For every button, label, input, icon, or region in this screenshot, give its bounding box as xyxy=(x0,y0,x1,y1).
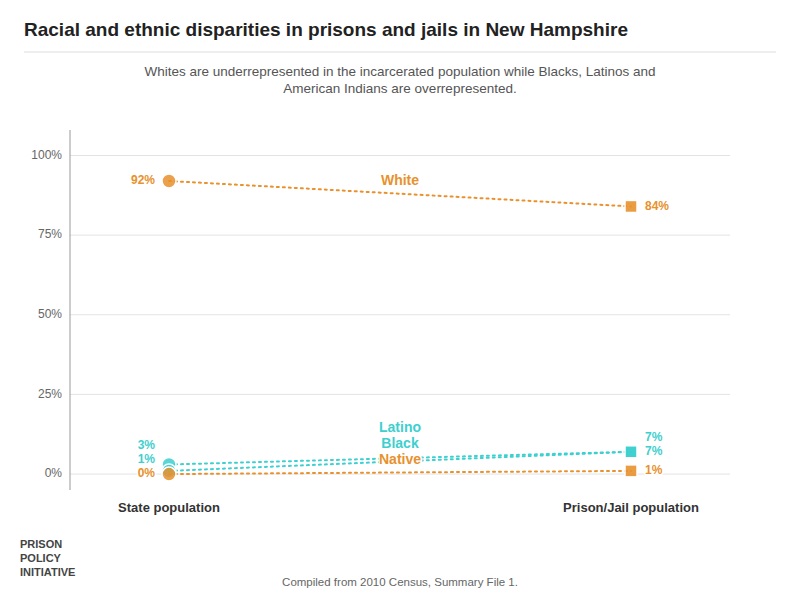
chart-svg: Racial and ethnic disparities in prisons… xyxy=(0,0,800,600)
y-tick-label: 75% xyxy=(38,227,62,241)
grid-line xyxy=(70,314,730,315)
data-label: 3% xyxy=(138,438,156,452)
marker-square xyxy=(625,200,637,212)
data-label: 0% xyxy=(138,466,156,480)
grid-line xyxy=(70,235,730,236)
data-label: 92% xyxy=(131,173,155,187)
grid xyxy=(70,155,730,474)
series-name: Native xyxy=(379,451,421,467)
footer: Compiled from 2010 Census, Summary File … xyxy=(282,576,518,588)
marker-circle xyxy=(162,174,176,188)
y-ticks: 0% 25% 50% 75% 100% xyxy=(31,148,62,481)
title: Racial and ethnic disparities in prisons… xyxy=(24,19,628,40)
marker-square xyxy=(625,446,637,458)
series-name: White xyxy=(381,172,419,188)
data-label: 1% xyxy=(645,463,663,477)
marker-square xyxy=(625,446,637,458)
x-tick-label: State population xyxy=(118,500,220,515)
logo-text: PRISON POLICY INITIATIVE xyxy=(20,538,75,578)
x-tick-label: Prison/Jail population xyxy=(563,500,699,515)
marker-square xyxy=(625,465,637,477)
labels: 0%1%3%92%1%7%7%84%NativeBlackLatinoWhite xyxy=(131,172,669,480)
y-tick-label: 25% xyxy=(38,387,62,401)
data-label: 1% xyxy=(138,452,156,466)
grid-line xyxy=(70,394,730,395)
text-line: POLICY xyxy=(20,552,62,564)
data-label: 7% xyxy=(645,430,663,444)
y-axis-line xyxy=(70,130,71,490)
series-name: Latino xyxy=(379,419,421,435)
chart-container: Racial and ethnic disparities in prisons… xyxy=(0,0,800,600)
text-line: INITIATIVE xyxy=(20,566,75,578)
data-label: 84% xyxy=(645,199,669,213)
y-tick-label: 50% xyxy=(38,307,62,321)
y-tick-label: 100% xyxy=(31,148,62,162)
title-rule xyxy=(24,52,776,53)
marks xyxy=(162,174,637,481)
data-label: 7% xyxy=(645,444,663,458)
series-line xyxy=(169,452,631,471)
series-line xyxy=(169,471,631,474)
grid-line xyxy=(70,155,730,156)
text-line: American Indians are overrepresented. xyxy=(283,81,516,96)
y-tick-label: 0% xyxy=(45,466,63,480)
marker-circle xyxy=(162,467,176,481)
text-line: PRISON xyxy=(20,538,62,550)
series-name: Black xyxy=(381,435,419,451)
subtitle: Whites are underrepresented in the incar… xyxy=(144,64,655,96)
text-line: Whites are underrepresented in the incar… xyxy=(144,64,655,79)
